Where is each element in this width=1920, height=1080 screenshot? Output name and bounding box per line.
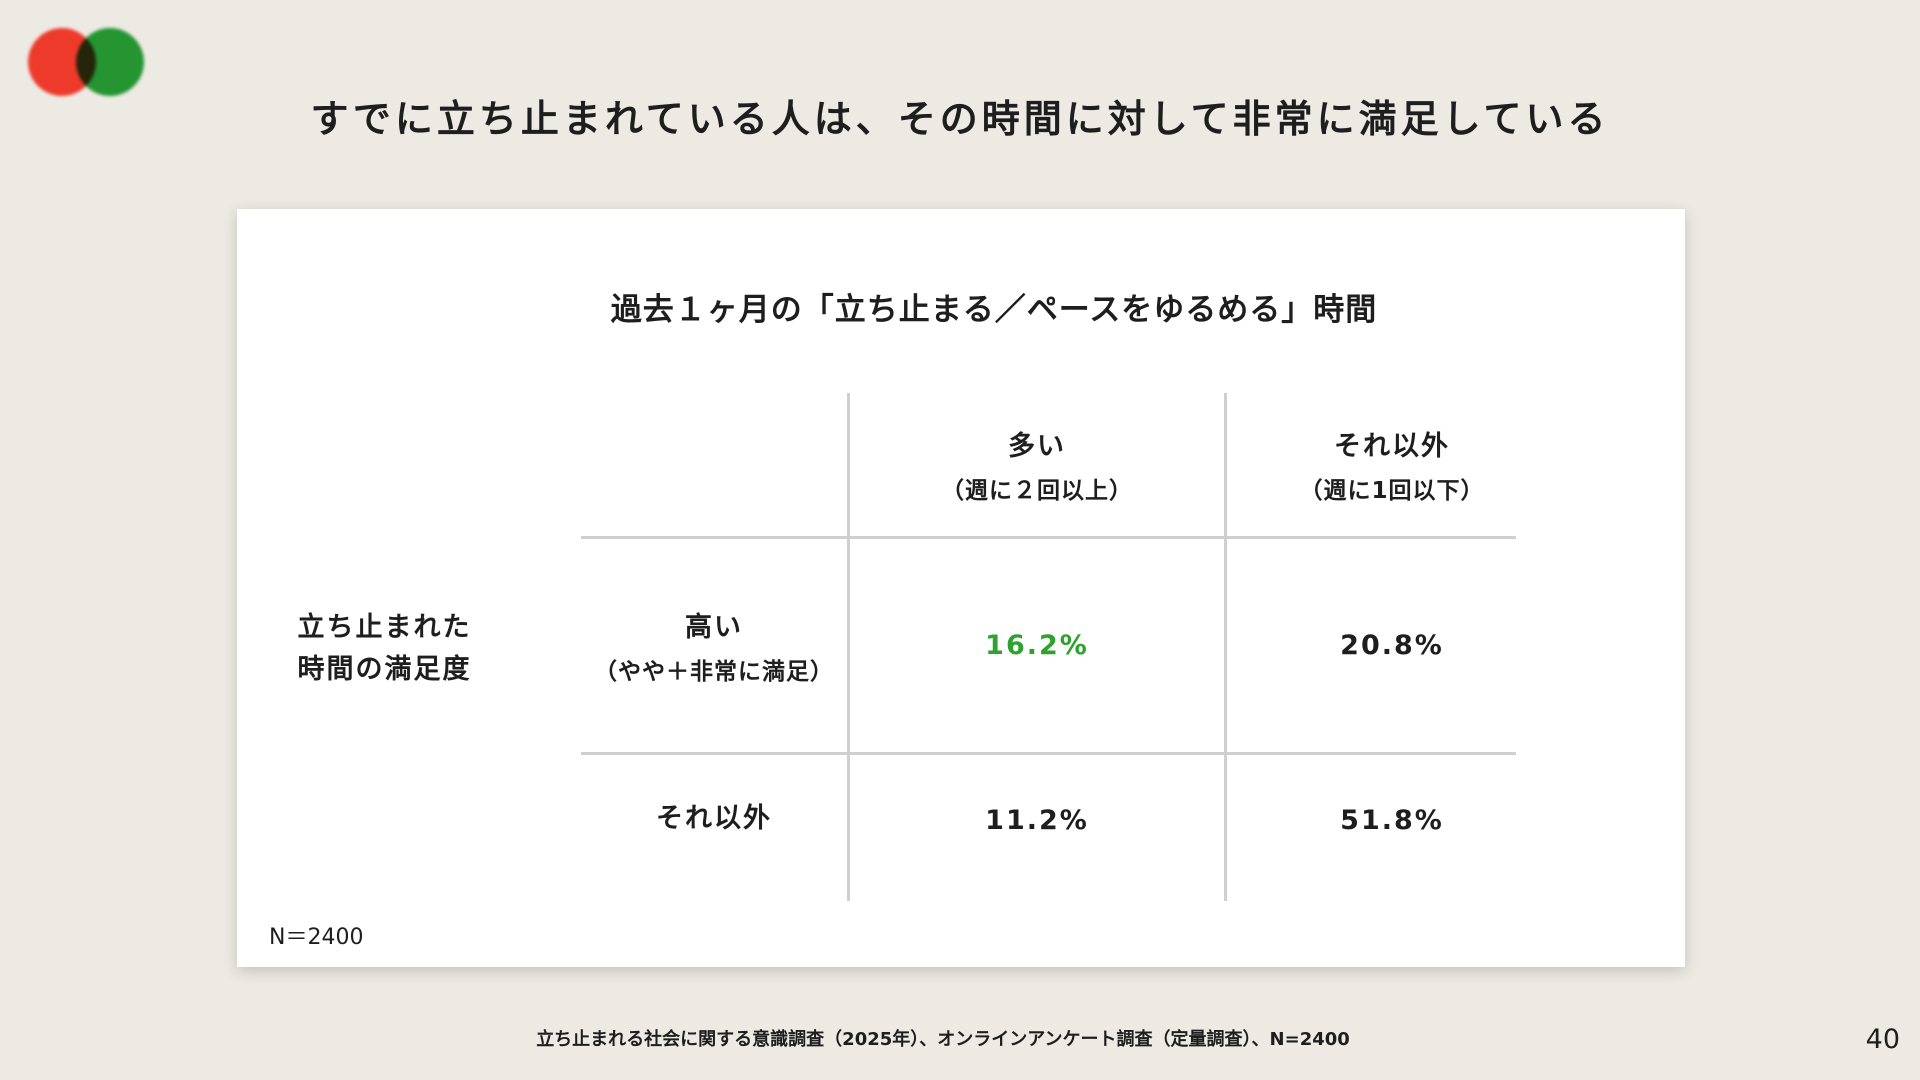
value-other-other: 51.8% [1340, 804, 1444, 836]
value-high-other: 20.8% [1340, 630, 1444, 661]
column-header-many: 多い （週に２回以上） [850, 393, 1224, 536]
value-high-many: 16.2% [985, 630, 1089, 661]
table-card: 過去１ヶ月の「立ち止まる／ペースをゆるめる」時間 立ち止まれた 時間の満足度 多… [237, 209, 1685, 967]
table-divider-horizontal-1 [581, 536, 1516, 539]
value-cell-other-other: 51.8% [1227, 755, 1557, 885]
page-title: すでに立ち止まれている人は、その時間に対して非常に満足している [310, 97, 1610, 141]
row-header-other-label: それ以外 [656, 802, 772, 834]
value-other-many: 11.2% [985, 804, 1089, 836]
page-number: 40 [1865, 1024, 1900, 1055]
column-header-other-label: それ以外 [1334, 431, 1450, 462]
row-header-high-sublabel: （やや＋非常に満足） [594, 659, 834, 685]
column-header-other: それ以外 （週に1回以下） [1227, 393, 1557, 536]
table-divider-vertical-1 [847, 393, 850, 901]
table-divider-vertical-2 [1224, 393, 1227, 901]
column-header-many-label: 多い [1008, 431, 1066, 462]
row-axis-label: 立ち止まれた 時間の満足度 [297, 599, 472, 699]
table-title: 過去１ヶ月の「立ち止まる／ペースをゆるめる」時間 [610, 292, 1378, 328]
column-header-other-sublabel: （週に1回以下） [1299, 478, 1485, 504]
row-header-high-label: 高い [685, 612, 743, 643]
brand-logo [28, 28, 146, 96]
row-header-high: 高い （やや＋非常に満足） [581, 539, 847, 752]
table-divider-horizontal-2 [581, 752, 1516, 755]
value-cell-other-many: 11.2% [850, 755, 1224, 885]
column-header-many-sublabel: （週に２回以上） [941, 478, 1133, 504]
value-cell-high-many: 16.2% [850, 539, 1224, 752]
row-axis-label-line1: 立ち止まれた [297, 612, 472, 643]
source-note: 立ち止まれる社会に関する意識調査（2025年）、オンラインアンケート調査（定量調… [536, 1029, 1350, 1050]
row-axis-label-line2: 時間の満足度 [297, 654, 472, 685]
logo-green-circle [76, 28, 144, 96]
row-header-other: それ以外 [581, 755, 847, 875]
value-cell-high-other: 20.8% [1227, 539, 1557, 752]
sample-size-note: N＝2400 [269, 925, 364, 950]
